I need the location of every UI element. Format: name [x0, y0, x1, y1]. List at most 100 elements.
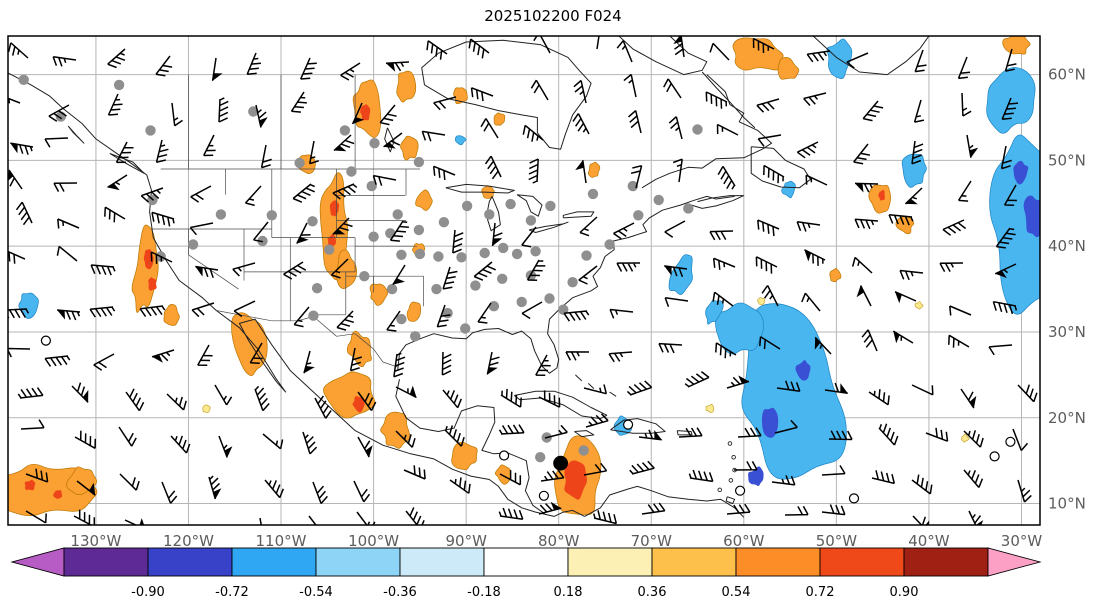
lat-tick-label: 40°N: [1048, 237, 1086, 255]
station-dot: [311, 283, 323, 294]
wind-barb: [20, 419, 45, 430]
wind-barb: [995, 227, 1016, 249]
wind-barb: [963, 469, 984, 488]
station-dot: [215, 209, 227, 220]
station-dot: [535, 452, 546, 463]
coastline: [701, 71, 756, 129]
open-circle-marker: [989, 451, 1000, 462]
wind-barb: [107, 174, 128, 189]
wind-barb: [302, 431, 318, 455]
shaded-region-weak: [914, 301, 924, 310]
wind-barb: [688, 469, 714, 483]
shaded-region-positive: [346, 330, 372, 368]
station-dot: [604, 239, 615, 250]
wind-barb: [17, 387, 44, 399]
shaded-region-positive_core: [878, 189, 885, 201]
station-dot: [113, 79, 125, 91]
shading-layer: [8, 36, 1040, 516]
coastline: [688, 195, 745, 209]
shaded-region-positive_core: [564, 460, 588, 500]
wind-barb: [796, 221, 821, 232]
wind-barb: [805, 174, 828, 186]
wind-barb: [821, 465, 846, 476]
wind-barb: [53, 182, 78, 192]
wind-barb-pennant: [550, 501, 562, 511]
wind-barb: [803, 92, 827, 107]
station-dot: [578, 445, 589, 456]
station-dot: [567, 277, 578, 288]
wind-barb: [961, 92, 972, 117]
wind-barb: [726, 376, 750, 389]
coastline: [395, 379, 546, 515]
wind-barb: [486, 351, 500, 375]
wind-barb-pennant: [107, 183, 120, 191]
wind-barb: [911, 384, 934, 396]
wind-barb: [93, 353, 115, 371]
wind-barb-pennant: [383, 142, 396, 149]
plot-frame: [7, 35, 1041, 526]
station-dot: [516, 296, 527, 308]
wind-barb: [10, 142, 34, 155]
wind-barb-pennant: [855, 183, 864, 193]
wind-barb: [379, 104, 397, 126]
wind-barb: [712, 291, 734, 307]
wind-barb: [333, 134, 355, 152]
wind-barb: [8, 308, 30, 319]
wind-barb: [828, 430, 853, 441]
shaded-region-negative: [989, 134, 1040, 315]
wind-barb: [293, 306, 310, 328]
wind-barb: [854, 218, 879, 230]
shaded-region-positive: [587, 162, 601, 178]
wind-barb-pennant: [8, 170, 14, 181]
wind-barb: [214, 384, 233, 406]
wind-barb-pennant: [492, 238, 503, 246]
coastline: [513, 390, 608, 420]
wind-barb: [717, 166, 736, 190]
shaded-region-positive_core: [53, 490, 63, 499]
wind-barb: [668, 116, 683, 140]
wind-barb: [260, 144, 272, 169]
wind-barb: [249, 342, 263, 364]
colorbar-tick-label: -0.72: [215, 585, 249, 600]
station-dot: [413, 224, 425, 236]
colorbar-segment: [63, 547, 149, 577]
wind-barb: [851, 256, 873, 274]
station-dot: [145, 125, 156, 136]
wind-barb: [992, 300, 1018, 315]
highlight-dot: [553, 455, 568, 471]
wind-barb: [76, 480, 96, 496]
wind-barb: [593, 510, 618, 525]
wind-barb: [616, 40, 633, 63]
wind-barb: [330, 258, 349, 279]
wind-barb: [913, 99, 925, 123]
lon-tick-label: 100°W: [348, 532, 399, 550]
station-dot: [366, 180, 377, 192]
colorbar-tick-label: -0.36: [383, 585, 417, 600]
wind-barb: [960, 388, 975, 409]
wind-barb: [596, 36, 600, 50]
station-dot: [392, 209, 403, 220]
wind-barb: [139, 305, 166, 318]
wind-barb: [894, 291, 917, 302]
wind-barb: [1017, 479, 1032, 503]
wind-barb-pennant: [856, 285, 864, 298]
wind-barb: [166, 393, 187, 411]
shaded-region-positive: [66, 466, 98, 496]
shaded-region-negative_core: [1023, 195, 1040, 238]
wind-barb: [846, 52, 869, 69]
station-dot: [544, 293, 555, 304]
wind-barb: [757, 134, 782, 147]
wind-barb: [854, 182, 879, 193]
wind-barb: [73, 509, 96, 525]
lat-tick-label: 60°N: [1048, 66, 1086, 84]
wind-barb: [383, 132, 403, 148]
station-dot: [187, 239, 199, 250]
coastline: [725, 496, 736, 505]
wind-barb: [57, 309, 81, 321]
wind-barb: [150, 251, 173, 264]
wind-barb: [500, 388, 522, 408]
station-dot: [339, 125, 351, 136]
coastline: [397, 195, 735, 374]
wind-barb-pennant: [969, 147, 979, 158]
